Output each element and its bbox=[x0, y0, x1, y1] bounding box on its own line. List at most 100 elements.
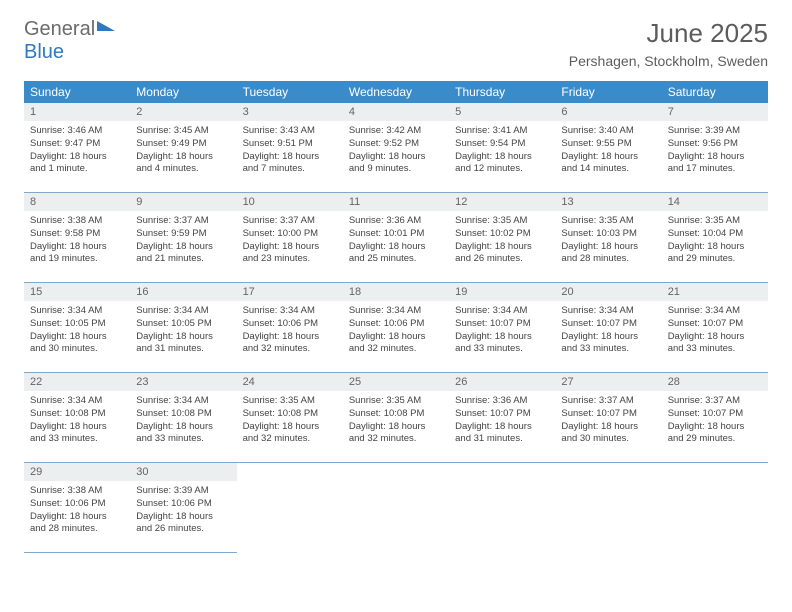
day-number: 11 bbox=[343, 193, 449, 211]
sunrise-line: Sunrise: 3:34 AM bbox=[30, 305, 124, 318]
day-cell: 4Sunrise: 3:42 AMSunset: 9:52 PMDaylight… bbox=[343, 103, 449, 193]
sunrise-line: Sunrise: 3:39 AM bbox=[136, 485, 230, 498]
day-body: Sunrise: 3:37 AMSunset: 10:00 PMDaylight… bbox=[237, 211, 343, 270]
sunrise-line: Sunrise: 3:35 AM bbox=[243, 395, 337, 408]
calendar-cell: 12Sunrise: 3:35 AMSunset: 10:02 PMDaylig… bbox=[449, 193, 555, 283]
day-cell: 30Sunrise: 3:39 AMSunset: 10:06 PMDaylig… bbox=[130, 463, 236, 553]
weekday-header: Tuesday bbox=[237, 81, 343, 103]
day-body: Sunrise: 3:34 AMSunset: 10:07 PMDaylight… bbox=[555, 301, 661, 360]
logo: General Blue bbox=[24, 18, 115, 64]
calendar-body: 1Sunrise: 3:46 AMSunset: 9:47 PMDaylight… bbox=[24, 103, 768, 553]
calendar-page: General Blue June 2025 Pershagen, Stockh… bbox=[0, 0, 792, 571]
sunset-line: Sunset: 9:49 PM bbox=[136, 138, 230, 151]
day-cell: 5Sunrise: 3:41 AMSunset: 9:54 PMDaylight… bbox=[449, 103, 555, 193]
day-body: Sunrise: 3:37 AMSunset: 9:59 PMDaylight:… bbox=[130, 211, 236, 270]
daylight-line: Daylight: 18 hours and 21 minutes. bbox=[136, 241, 230, 267]
day-cell: 3Sunrise: 3:43 AMSunset: 9:51 PMDaylight… bbox=[237, 103, 343, 193]
daylight-line: Daylight: 18 hours and 26 minutes. bbox=[136, 511, 230, 537]
month-title: June 2025 bbox=[569, 18, 768, 49]
calendar-cell bbox=[237, 463, 343, 553]
day-number: 30 bbox=[130, 463, 236, 481]
daylight-line: Daylight: 18 hours and 29 minutes. bbox=[668, 241, 762, 267]
calendar-cell bbox=[555, 463, 661, 553]
day-body: Sunrise: 3:36 AMSunset: 10:07 PMDaylight… bbox=[449, 391, 555, 450]
day-number: 19 bbox=[449, 283, 555, 301]
empty-cell bbox=[662, 463, 768, 553]
day-number: 12 bbox=[449, 193, 555, 211]
day-body: Sunrise: 3:43 AMSunset: 9:51 PMDaylight:… bbox=[237, 121, 343, 180]
sunset-line: Sunset: 9:51 PM bbox=[243, 138, 337, 151]
daylight-line: Daylight: 18 hours and 32 minutes. bbox=[243, 331, 337, 357]
day-cell: 16Sunrise: 3:34 AMSunset: 10:05 PMDaylig… bbox=[130, 283, 236, 373]
empty-cell bbox=[449, 463, 555, 553]
location: Pershagen, Stockholm, Sweden bbox=[569, 53, 768, 69]
day-cell: 20Sunrise: 3:34 AMSunset: 10:07 PMDaylig… bbox=[555, 283, 661, 373]
calendar-cell: 27Sunrise: 3:37 AMSunset: 10:07 PMDaylig… bbox=[555, 373, 661, 463]
day-body: Sunrise: 3:35 AMSunset: 10:08 PMDaylight… bbox=[343, 391, 449, 450]
sunrise-line: Sunrise: 3:36 AM bbox=[455, 395, 549, 408]
sunset-line: Sunset: 10:08 PM bbox=[349, 408, 443, 421]
sunrise-line: Sunrise: 3:35 AM bbox=[349, 395, 443, 408]
day-cell: 21Sunrise: 3:34 AMSunset: 10:07 PMDaylig… bbox=[662, 283, 768, 373]
daylight-line: Daylight: 18 hours and 19 minutes. bbox=[30, 241, 124, 267]
day-cell: 13Sunrise: 3:35 AMSunset: 10:03 PMDaylig… bbox=[555, 193, 661, 283]
day-cell: 2Sunrise: 3:45 AMSunset: 9:49 PMDaylight… bbox=[130, 103, 236, 193]
sunrise-line: Sunrise: 3:45 AM bbox=[136, 125, 230, 138]
day-body: Sunrise: 3:35 AMSunset: 10:04 PMDaylight… bbox=[662, 211, 768, 270]
calendar-cell: 5Sunrise: 3:41 AMSunset: 9:54 PMDaylight… bbox=[449, 103, 555, 193]
day-body: Sunrise: 3:34 AMSunset: 10:05 PMDaylight… bbox=[130, 301, 236, 360]
calendar-row: 29Sunrise: 3:38 AMSunset: 10:06 PMDaylig… bbox=[24, 463, 768, 553]
day-cell: 28Sunrise: 3:37 AMSunset: 10:07 PMDaylig… bbox=[662, 373, 768, 463]
sunrise-line: Sunrise: 3:46 AM bbox=[30, 125, 124, 138]
weekday-header: Wednesday bbox=[343, 81, 449, 103]
day-cell: 17Sunrise: 3:34 AMSunset: 10:06 PMDaylig… bbox=[237, 283, 343, 373]
day-cell: 15Sunrise: 3:34 AMSunset: 10:05 PMDaylig… bbox=[24, 283, 130, 373]
title-block: June 2025 Pershagen, Stockholm, Sweden bbox=[569, 18, 768, 69]
daylight-line: Daylight: 18 hours and 33 minutes. bbox=[455, 331, 549, 357]
sunrise-line: Sunrise: 3:34 AM bbox=[349, 305, 443, 318]
day-number: 29 bbox=[24, 463, 130, 481]
calendar-cell: 16Sunrise: 3:34 AMSunset: 10:05 PMDaylig… bbox=[130, 283, 236, 373]
weekday-header: Sunday bbox=[24, 81, 130, 103]
day-cell: 14Sunrise: 3:35 AMSunset: 10:04 PMDaylig… bbox=[662, 193, 768, 283]
daylight-line: Daylight: 18 hours and 31 minutes. bbox=[455, 421, 549, 447]
calendar-cell bbox=[449, 463, 555, 553]
weekday-header: Thursday bbox=[449, 81, 555, 103]
sunset-line: Sunset: 10:07 PM bbox=[561, 318, 655, 331]
day-body: Sunrise: 3:35 AMSunset: 10:08 PMDaylight… bbox=[237, 391, 343, 450]
day-number: 25 bbox=[343, 373, 449, 391]
day-number: 1 bbox=[24, 103, 130, 121]
daylight-line: Daylight: 18 hours and 33 minutes. bbox=[30, 421, 124, 447]
day-number: 9 bbox=[130, 193, 236, 211]
sunset-line: Sunset: 10:07 PM bbox=[455, 408, 549, 421]
calendar-cell: 28Sunrise: 3:37 AMSunset: 10:07 PMDaylig… bbox=[662, 373, 768, 463]
day-number: 22 bbox=[24, 373, 130, 391]
day-number: 21 bbox=[662, 283, 768, 301]
day-cell: 7Sunrise: 3:39 AMSunset: 9:56 PMDaylight… bbox=[662, 103, 768, 193]
day-body: Sunrise: 3:37 AMSunset: 10:07 PMDaylight… bbox=[555, 391, 661, 450]
day-number: 15 bbox=[24, 283, 130, 301]
calendar-cell: 11Sunrise: 3:36 AMSunset: 10:01 PMDaylig… bbox=[343, 193, 449, 283]
sunset-line: Sunset: 10:08 PM bbox=[243, 408, 337, 421]
sunset-line: Sunset: 9:58 PM bbox=[30, 228, 124, 241]
daylight-line: Daylight: 18 hours and 9 minutes. bbox=[349, 151, 443, 177]
weekday-header-row: Sunday Monday Tuesday Wednesday Thursday… bbox=[24, 81, 768, 103]
sunrise-line: Sunrise: 3:37 AM bbox=[243, 215, 337, 228]
sunset-line: Sunset: 10:07 PM bbox=[668, 408, 762, 421]
day-body: Sunrise: 3:36 AMSunset: 10:01 PMDaylight… bbox=[343, 211, 449, 270]
daylight-line: Daylight: 18 hours and 25 minutes. bbox=[349, 241, 443, 267]
sunset-line: Sunset: 10:06 PM bbox=[243, 318, 337, 331]
sunset-line: Sunset: 9:54 PM bbox=[455, 138, 549, 151]
day-cell: 18Sunrise: 3:34 AMSunset: 10:06 PMDaylig… bbox=[343, 283, 449, 373]
sunrise-line: Sunrise: 3:37 AM bbox=[136, 215, 230, 228]
day-number: 7 bbox=[662, 103, 768, 121]
sunset-line: Sunset: 10:06 PM bbox=[30, 498, 124, 511]
sunrise-line: Sunrise: 3:37 AM bbox=[561, 395, 655, 408]
calendar-row: 8Sunrise: 3:38 AMSunset: 9:58 PMDaylight… bbox=[24, 193, 768, 283]
sunset-line: Sunset: 10:08 PM bbox=[136, 408, 230, 421]
day-number: 26 bbox=[449, 373, 555, 391]
day-number: 18 bbox=[343, 283, 449, 301]
daylight-line: Daylight: 18 hours and 26 minutes. bbox=[455, 241, 549, 267]
calendar-cell: 19Sunrise: 3:34 AMSunset: 10:07 PMDaylig… bbox=[449, 283, 555, 373]
day-body: Sunrise: 3:34 AMSunset: 10:06 PMDaylight… bbox=[343, 301, 449, 360]
